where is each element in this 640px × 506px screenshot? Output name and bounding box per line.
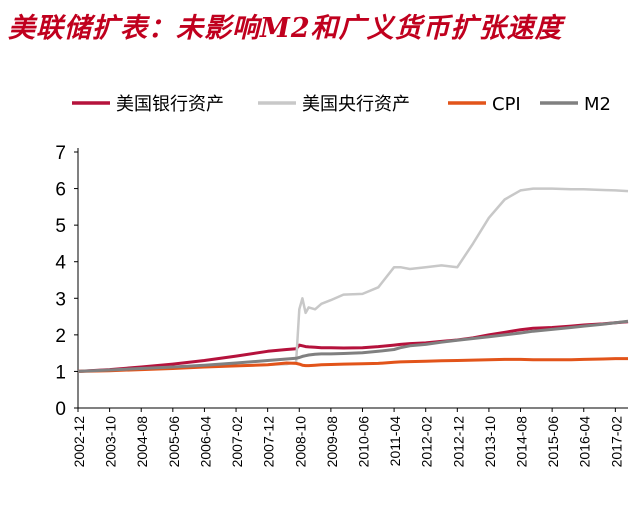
series-line-us-bank-assets — [77, 320, 629, 373]
series-line-m2 — [77, 319, 629, 373]
y-tick-label: 1 — [55, 362, 66, 383]
x-tick-label: 2012-02 — [419, 416, 435, 468]
chart-axes: 0 1 2 3 4 5 6 7 2002-12 2003-10 2004-08 2005-06 2006… — [55, 143, 628, 467]
x-tick-label: 2003-10 — [103, 416, 119, 468]
x-tick-label: 2012-12 — [450, 416, 466, 468]
x-tick-label: 2015-06 — [545, 416, 561, 468]
legend-label-cpi: CPI — [492, 94, 521, 115]
series-line-cpi — [77, 357, 628, 373]
y-tick-label: 6 — [55, 180, 66, 201]
x-tick-label: 2011-04 — [387, 416, 403, 467]
legend-label-m2: M2 — [584, 94, 611, 115]
y-tick-label: 0 — [55, 399, 66, 420]
y-tick-label: 7 — [55, 143, 66, 164]
x-tick-label: 2017-02 — [608, 416, 624, 468]
x-tick-label: 2009-08 — [324, 416, 340, 468]
x-tick-label: 2007-12 — [261, 416, 277, 468]
x-tick-label: 2007-02 — [229, 416, 245, 468]
x-tick-label: 2010-06 — [355, 416, 371, 468]
x-tick-label: 2002-12 — [71, 416, 87, 468]
legend-label-fed-assets: 美国央行资产 — [302, 94, 410, 115]
x-tick-label: 2005-06 — [166, 416, 182, 468]
x-tick-label: 2014-08 — [514, 416, 530, 468]
x-tick-label: 2013-10 — [482, 416, 498, 468]
chart-title: 美联储扩表：未影响M2和广义货币扩张速度 — [8, 13, 563, 44]
x-tick-label: 2004-08 — [134, 416, 150, 468]
x-tick-label: 2016-04 — [577, 416, 593, 468]
chart-series — [77, 187, 629, 373]
y-tick-label: 2 — [55, 326, 66, 347]
y-tick-label: 5 — [55, 216, 66, 237]
x-tick-label: 2006-04 — [197, 416, 213, 468]
y-tick-label: 4 — [55, 253, 66, 274]
y-tick-label: 3 — [55, 289, 66, 310]
x-tick-label: 2008-10 — [292, 416, 308, 468]
legend-label-us-bank-assets: 美国银行资产 — [116, 94, 224, 115]
series-line-fed-assets — [77, 187, 629, 373]
chart-legend: 美国银行资产 美国央行资产 CPI M2 — [72, 94, 611, 115]
